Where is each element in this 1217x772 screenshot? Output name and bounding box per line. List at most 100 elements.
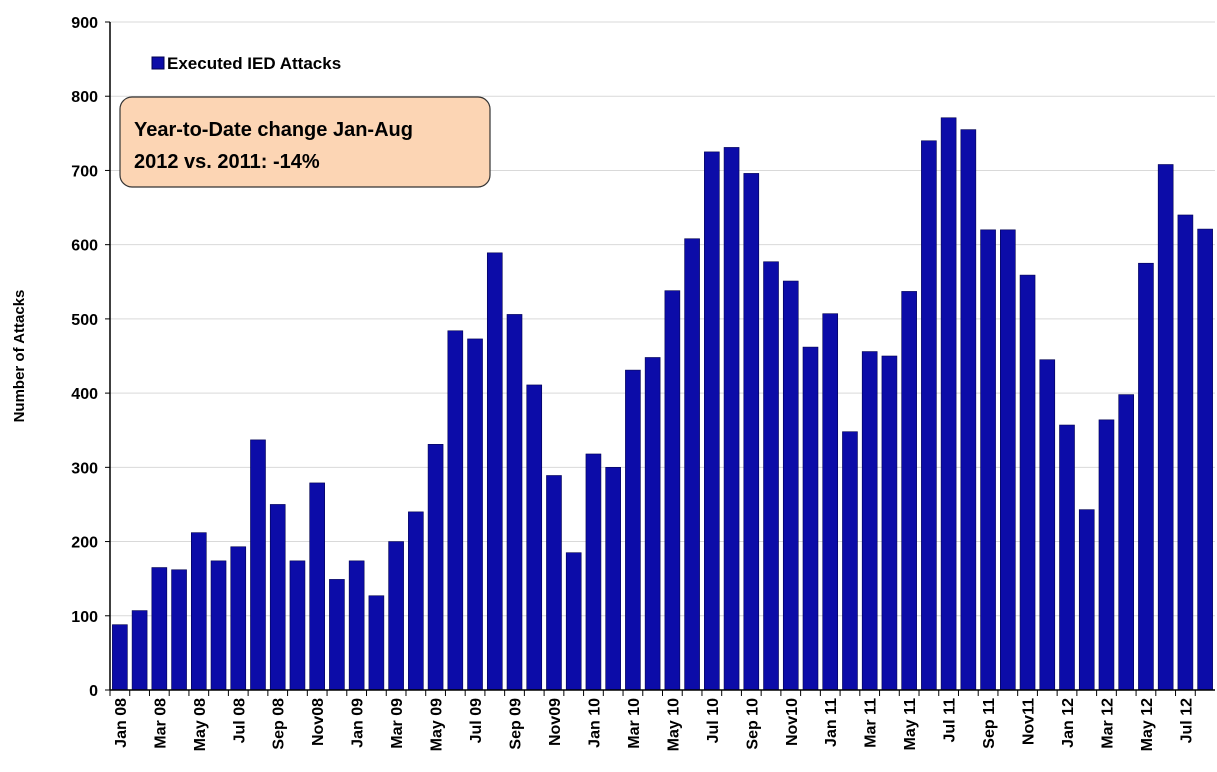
bar [1197, 228, 1213, 691]
bar [329, 579, 345, 691]
bar [486, 252, 503, 691]
bar [250, 439, 266, 691]
x-tick-label: Sep 09 [508, 698, 525, 750]
bar [743, 173, 760, 691]
bar [526, 384, 543, 691]
y-tick-label: 500 [71, 312, 98, 329]
y-tick-label: 0 [89, 683, 98, 700]
bar [782, 280, 799, 691]
bar [1059, 424, 1075, 691]
x-tick-label: Mar 11 [863, 698, 880, 748]
bar [447, 330, 464, 691]
bar [763, 261, 779, 691]
bar [664, 290, 681, 691]
x-tick-label: Nov09 [547, 698, 564, 746]
bar [348, 560, 365, 691]
bar [1098, 419, 1115, 691]
x-tick-label: Sep 10 [744, 698, 761, 750]
x-tick-label: Jul 09 [468, 698, 485, 743]
bar [408, 511, 424, 691]
bar [1078, 509, 1095, 691]
x-tick-label: Mar 08 [152, 698, 169, 749]
x-tick-label: Jul 11 [942, 698, 959, 743]
x-tick-label: Sep 11 [981, 698, 998, 749]
y-tick-label: 900 [71, 15, 98, 32]
annotation-box [119, 96, 491, 188]
x-tick-label: Jan 10 [586, 698, 603, 748]
y-tick-label: 200 [71, 535, 98, 552]
bar [1157, 164, 1174, 691]
bar [940, 117, 957, 691]
y-tick-label: 400 [71, 386, 98, 403]
bar [269, 504, 286, 691]
x-tick-label: Mar 09 [389, 698, 406, 749]
x-tick-label: Nov08 [310, 698, 327, 746]
bar [388, 541, 404, 691]
x-tick-label: Jul 08 [231, 698, 248, 743]
bar [506, 314, 523, 691]
bar [131, 610, 148, 691]
bar [684, 238, 700, 691]
bar [210, 560, 227, 691]
bar [309, 482, 325, 691]
annotation-text: 2012 vs. 2011: -14% [134, 151, 320, 173]
bar [190, 532, 207, 691]
bar [565, 552, 582, 691]
legend-swatch [151, 56, 165, 70]
bar [151, 567, 168, 691]
x-tick-label: Jul 10 [705, 698, 722, 743]
bar [842, 431, 858, 691]
x-tick-label: May 11 [902, 698, 919, 751]
bar [625, 369, 641, 691]
bar [230, 546, 247, 691]
x-tick-label: Jan 08 [113, 698, 130, 748]
bar [960, 129, 977, 691]
x-tick-label: Jan 09 [350, 698, 367, 748]
x-tick-label: Nov11 [1021, 698, 1038, 745]
legend-label: Executed IED Attacks [167, 54, 341, 73]
bar [605, 467, 621, 691]
bar [467, 338, 483, 691]
y-tick-label: 300 [71, 460, 98, 477]
bar [289, 560, 306, 691]
x-tick-label: Nov10 [784, 698, 801, 746]
x-tick-label: Sep 08 [271, 698, 288, 750]
bar [723, 147, 740, 691]
bar [704, 151, 720, 691]
bar [881, 355, 898, 691]
y-tick-label: 700 [71, 163, 98, 180]
y-tick-label: 600 [71, 238, 98, 255]
bar [1019, 274, 1036, 691]
bar [1177, 214, 1194, 691]
x-tick-label: Jul 12 [1178, 698, 1195, 743]
x-tick-label: Mar 10 [626, 698, 643, 749]
bar [112, 624, 128, 691]
bar [861, 351, 878, 691]
y-axis-label: Number of Attacks [11, 290, 28, 423]
bar [585, 453, 602, 691]
bar [1138, 262, 1154, 691]
bar [427, 444, 444, 691]
x-tick-label: May 10 [665, 698, 682, 751]
x-tick-label: May 08 [192, 698, 209, 751]
bar [802, 346, 819, 691]
bar [546, 475, 562, 691]
bar [171, 569, 187, 691]
bar [921, 140, 937, 691]
bar [368, 595, 385, 691]
y-tick-label: 800 [71, 89, 98, 106]
annotation-text: Year-to-Date change Jan-Aug [134, 119, 413, 141]
bar [1118, 394, 1135, 691]
bar [1039, 359, 1056, 691]
y-tick-label: 100 [71, 609, 98, 626]
x-tick-label: Jan 11 [823, 698, 840, 747]
bar [980, 229, 996, 691]
x-tick-label: Jan 12 [1060, 698, 1077, 748]
x-tick-label: May 09 [429, 698, 446, 751]
bar [901, 291, 917, 691]
x-tick-label: May 12 [1139, 698, 1156, 751]
bar [822, 313, 839, 691]
x-tick-label: Mar 12 [1099, 698, 1116, 749]
bar [1000, 229, 1016, 691]
